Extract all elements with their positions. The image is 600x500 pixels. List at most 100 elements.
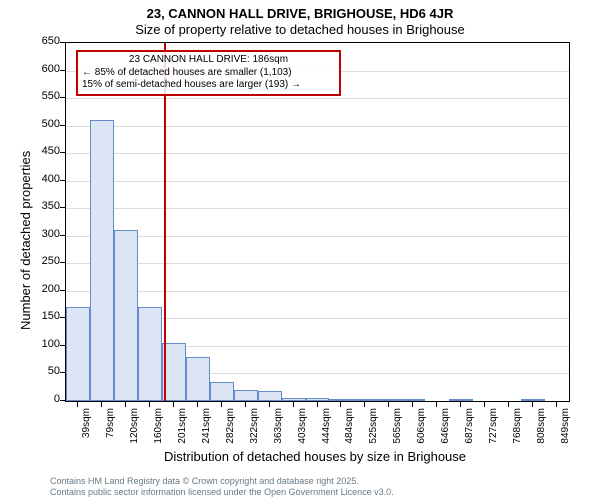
x-tick-mark	[460, 402, 461, 407]
x-tick-mark	[245, 402, 246, 407]
x-tick-mark	[436, 402, 437, 407]
y-tick-mark	[60, 235, 65, 236]
x-tick-label: 727sqm	[488, 408, 499, 452]
x-tick-label: 606sqm	[416, 408, 427, 452]
x-tick-mark	[532, 402, 533, 407]
y-tick-label: 250	[5, 255, 60, 267]
annotation-line1: 23 CANNON HALL DRIVE: 186sqm	[82, 54, 335, 67]
x-tick-label: 403sqm	[297, 408, 308, 452]
histogram-bar	[234, 390, 258, 401]
footnote-line2: Contains public sector information licen…	[50, 487, 394, 497]
y-tick-label: 450	[5, 145, 60, 157]
chart-title-address: 23, CANNON HALL DRIVE, BRIGHOUSE, HD6 4J…	[0, 6, 600, 21]
y-tick-mark	[60, 42, 65, 43]
x-tick-label: 687sqm	[464, 408, 475, 452]
gridline	[66, 153, 569, 154]
y-tick-label: 150	[5, 310, 60, 322]
x-tick-label: 160sqm	[153, 408, 164, 452]
histogram-bar	[401, 399, 425, 401]
x-tick-mark	[340, 402, 341, 407]
x-tick-mark	[221, 402, 222, 407]
gridline	[66, 291, 569, 292]
histogram-bar	[114, 230, 138, 401]
y-tick-mark	[60, 97, 65, 98]
y-tick-label: 350	[5, 200, 60, 212]
y-tick-label: 600	[5, 63, 60, 75]
y-tick-label: 550	[5, 90, 60, 102]
x-tick-label: 525sqm	[368, 408, 379, 452]
y-tick-mark	[60, 345, 65, 346]
annotation-line3: 15% of semi-detached houses are larger (…	[82, 79, 335, 92]
x-tick-label: 79sqm	[105, 408, 116, 452]
x-tick-mark	[508, 402, 509, 407]
histogram-bar	[521, 399, 545, 401]
gridline	[66, 263, 569, 264]
footnote-line1: Contains HM Land Registry data © Crown c…	[50, 476, 359, 486]
y-tick-label: 500	[5, 118, 60, 130]
x-tick-mark	[197, 402, 198, 407]
marker-line	[164, 43, 166, 401]
x-tick-label: 768sqm	[512, 408, 523, 452]
x-tick-label: 322sqm	[249, 408, 260, 452]
histogram-bar	[353, 399, 377, 401]
histogram-bar	[258, 391, 282, 401]
y-tick-mark	[60, 70, 65, 71]
x-tick-mark	[484, 402, 485, 407]
y-tick-label: 200	[5, 283, 60, 295]
chart-container: 23, CANNON HALL DRIVE, BRIGHOUSE, HD6 4J…	[0, 0, 600, 500]
x-tick-label: 39sqm	[81, 408, 92, 452]
annotation-box: 23 CANNON HALL DRIVE: 186sqm ← 85% of de…	[76, 50, 341, 96]
y-tick-label: 100	[5, 338, 60, 350]
x-tick-mark	[388, 402, 389, 407]
y-tick-label: 650	[5, 35, 60, 47]
y-tick-mark	[60, 262, 65, 263]
gridline	[66, 98, 569, 99]
y-tick-mark	[60, 180, 65, 181]
x-tick-label: 849sqm	[560, 408, 571, 452]
x-tick-label: 484sqm	[344, 408, 355, 452]
x-tick-mark	[412, 402, 413, 407]
chart-title-description: Size of property relative to detached ho…	[0, 22, 600, 37]
histogram-bar	[449, 399, 473, 401]
x-tick-label: 646sqm	[440, 408, 451, 452]
y-tick-label: 50	[5, 365, 60, 377]
histogram-bar	[329, 399, 353, 401]
y-tick-mark	[60, 207, 65, 208]
gridline	[66, 126, 569, 127]
histogram-bar	[282, 398, 306, 401]
histogram-bar	[138, 307, 162, 401]
histogram-bar	[306, 398, 330, 401]
y-tick-mark	[60, 290, 65, 291]
plot-area: 23 CANNON HALL DRIVE: 186sqm ← 85% of de…	[65, 42, 570, 402]
gridline	[66, 236, 569, 237]
x-tick-label: 120sqm	[129, 408, 140, 452]
x-tick-label: 241sqm	[201, 408, 212, 452]
gridline	[66, 181, 569, 182]
x-tick-label: 363sqm	[273, 408, 284, 452]
y-tick-mark	[60, 125, 65, 126]
y-tick-mark	[60, 152, 65, 153]
histogram-bar	[90, 120, 114, 401]
y-tick-label: 0	[5, 393, 60, 405]
x-tick-label: 565sqm	[392, 408, 403, 452]
x-tick-mark	[556, 402, 557, 407]
histogram-bar	[210, 382, 234, 401]
x-tick-mark	[149, 402, 150, 407]
x-tick-mark	[101, 402, 102, 407]
histogram-bar	[186, 357, 210, 401]
y-tick-mark	[60, 372, 65, 373]
x-tick-label: 444sqm	[321, 408, 332, 452]
gridline	[66, 208, 569, 209]
x-tick-label: 201sqm	[177, 408, 188, 452]
x-tick-mark	[269, 402, 270, 407]
x-tick-mark	[293, 402, 294, 407]
x-tick-mark	[173, 402, 174, 407]
x-tick-mark	[364, 402, 365, 407]
annotation-line2: ← 85% of detached houses are smaller (1,…	[82, 67, 335, 80]
y-tick-label: 400	[5, 173, 60, 185]
y-tick-label: 300	[5, 228, 60, 240]
x-tick-label: 282sqm	[225, 408, 236, 452]
x-tick-mark	[317, 402, 318, 407]
y-tick-mark	[60, 317, 65, 318]
x-tick-mark	[77, 402, 78, 407]
